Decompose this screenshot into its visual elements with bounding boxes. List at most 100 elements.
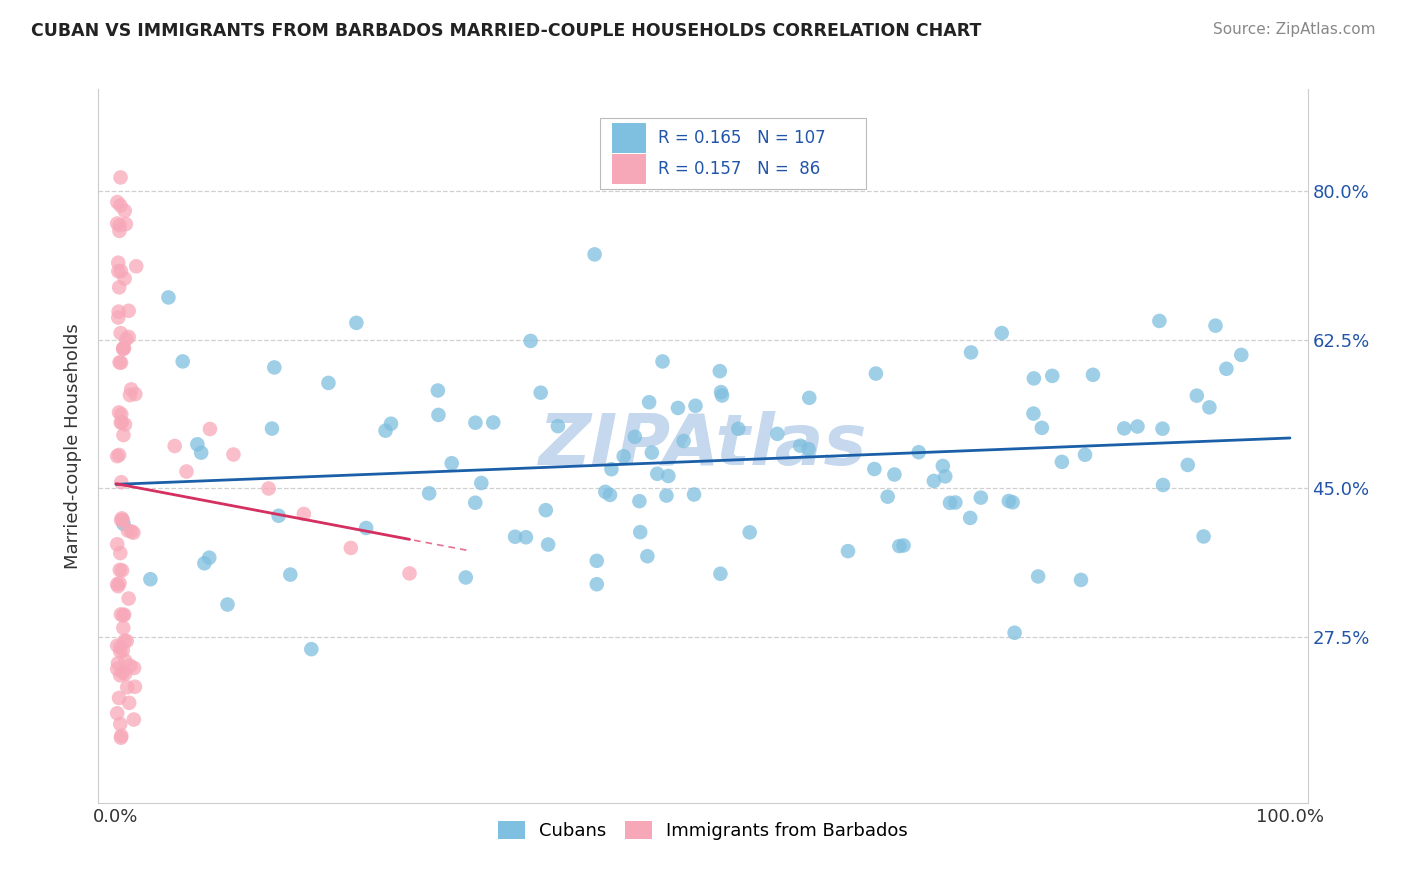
Point <box>1081 368 1104 382</box>
Point <box>108 219 131 233</box>
Point <box>1230 348 1253 362</box>
Point <box>454 570 477 584</box>
Point <box>110 170 132 185</box>
Point <box>922 474 945 488</box>
Point <box>299 642 322 657</box>
Point <box>1205 318 1227 333</box>
Point <box>672 434 695 448</box>
Point <box>111 643 134 657</box>
Point <box>107 256 129 270</box>
Point <box>108 690 131 705</box>
Point <box>943 495 966 509</box>
Point <box>628 494 651 508</box>
Point <box>666 401 689 415</box>
Point <box>112 607 135 622</box>
Point <box>1198 401 1220 415</box>
Point <box>186 437 208 451</box>
Point <box>263 360 285 375</box>
Point <box>172 354 194 368</box>
Point <box>636 549 658 564</box>
Point <box>889 539 911 553</box>
Point <box>198 422 221 436</box>
Point <box>1114 421 1136 435</box>
Point <box>115 634 138 648</box>
Point <box>709 364 731 378</box>
Point <box>118 591 141 606</box>
Point <box>110 640 132 654</box>
Point <box>970 491 993 505</box>
Point <box>120 383 142 397</box>
Point <box>683 487 706 501</box>
Point <box>124 680 146 694</box>
Point <box>112 341 135 355</box>
Point <box>1022 407 1045 421</box>
Point <box>797 442 820 456</box>
Point <box>651 354 673 368</box>
Point <box>519 334 541 348</box>
Point <box>198 550 221 565</box>
Point <box>217 598 239 612</box>
Point <box>1026 569 1049 583</box>
Point <box>110 513 132 527</box>
Point <box>427 408 450 422</box>
Legend: Cubans, Immigrants from Barbados: Cubans, Immigrants from Barbados <box>491 814 915 847</box>
Point <box>105 449 128 463</box>
Point <box>110 356 132 370</box>
Bar <box>613 154 647 184</box>
Text: CUBAN VS IMMIGRANTS FROM BARBADOS MARRIED-COUPLE HOUSEHOLDS CORRELATION CHART: CUBAN VS IMMIGRANTS FROM BARBADOS MARRIE… <box>31 22 981 40</box>
Point <box>124 387 146 401</box>
Text: R = 0.157   N =  86: R = 0.157 N = 86 <box>658 161 821 178</box>
Point <box>1215 361 1237 376</box>
Point <box>117 524 139 538</box>
Point <box>537 537 560 551</box>
Point <box>108 576 131 591</box>
Point <box>600 462 623 476</box>
Point <box>876 490 898 504</box>
Point <box>105 217 128 231</box>
Point <box>115 217 138 231</box>
Point <box>112 341 135 355</box>
Point <box>1050 455 1073 469</box>
Point <box>107 579 129 593</box>
Point <box>934 469 956 483</box>
Point <box>107 310 129 325</box>
Point <box>585 577 607 591</box>
Point <box>110 731 132 745</box>
Point <box>110 607 132 622</box>
Point <box>893 539 915 553</box>
Point <box>464 496 486 510</box>
Point <box>108 563 131 577</box>
Point <box>837 544 859 558</box>
Point <box>110 198 132 212</box>
Point <box>374 424 396 438</box>
Point <box>998 494 1021 508</box>
Point <box>118 696 141 710</box>
Point <box>190 445 212 459</box>
Point <box>267 508 290 523</box>
Point <box>105 662 128 676</box>
Point <box>990 326 1012 340</box>
Point <box>108 280 131 294</box>
Point <box>1001 495 1024 509</box>
Point <box>1126 419 1149 434</box>
Point <box>738 525 761 540</box>
Point <box>122 661 145 675</box>
Point <box>1004 625 1026 640</box>
Point <box>799 391 821 405</box>
Point <box>1074 448 1097 462</box>
Point <box>260 421 283 435</box>
Point <box>105 639 128 653</box>
Point <box>766 426 789 441</box>
Point <box>112 342 135 356</box>
Point <box>711 388 734 402</box>
Point <box>470 475 492 490</box>
Point <box>613 450 636 464</box>
Point <box>727 422 749 436</box>
Point <box>114 271 136 285</box>
Point <box>865 367 887 381</box>
Point <box>222 448 245 462</box>
Point <box>530 385 553 400</box>
Point <box>111 665 134 680</box>
Point <box>789 439 811 453</box>
Point <box>318 376 340 390</box>
